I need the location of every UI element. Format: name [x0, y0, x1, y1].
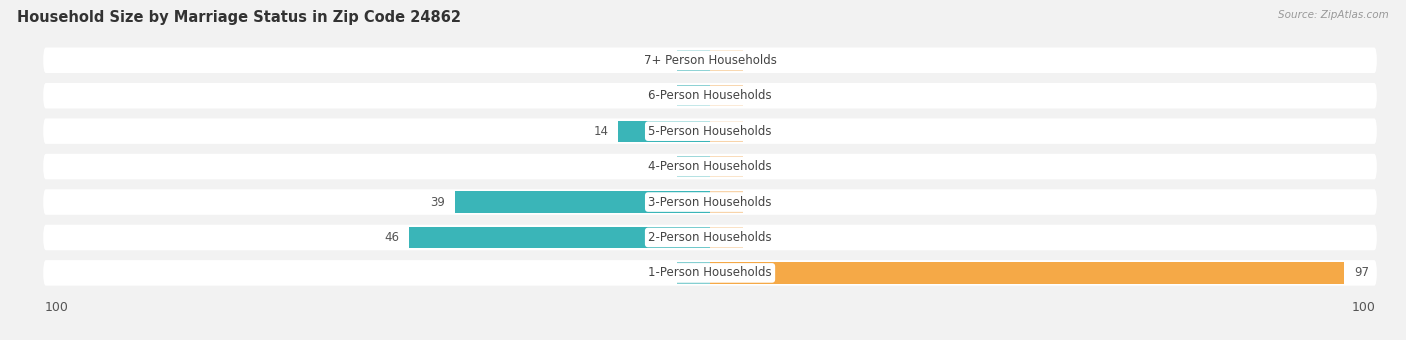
Text: 46: 46 — [384, 231, 399, 244]
Text: 0: 0 — [752, 231, 759, 244]
Text: 2-Person Households: 2-Person Households — [648, 231, 772, 244]
Bar — [710, 191, 742, 212]
FancyBboxPatch shape — [44, 48, 1376, 73]
Text: 39: 39 — [430, 195, 446, 208]
FancyBboxPatch shape — [44, 260, 1376, 286]
FancyBboxPatch shape — [44, 154, 1376, 180]
Text: 5-Person Households: 5-Person Households — [648, 125, 772, 138]
Text: 0: 0 — [661, 267, 668, 279]
Text: Household Size by Marriage Status in Zip Code 24862: Household Size by Marriage Status in Zip… — [17, 10, 461, 25]
Bar — [678, 85, 710, 106]
Text: 0: 0 — [661, 54, 668, 67]
Text: 0: 0 — [752, 89, 759, 102]
Bar — [619, 121, 710, 142]
Text: 0: 0 — [752, 195, 759, 208]
Bar — [456, 191, 710, 212]
Bar — [710, 227, 742, 248]
Text: 0: 0 — [752, 54, 759, 67]
Text: 0: 0 — [752, 160, 759, 173]
Bar — [409, 227, 710, 248]
Bar — [710, 262, 1344, 284]
FancyBboxPatch shape — [44, 118, 1376, 144]
Bar — [678, 50, 710, 71]
Bar — [710, 121, 742, 142]
Text: 1-Person Households: 1-Person Households — [648, 267, 772, 279]
Text: 4-Person Households: 4-Person Households — [648, 160, 772, 173]
Text: 0: 0 — [752, 125, 759, 138]
Bar — [710, 85, 742, 106]
Bar — [710, 156, 742, 177]
Text: 7+ Person Households: 7+ Person Households — [644, 54, 776, 67]
Bar — [678, 156, 710, 177]
Text: 6-Person Households: 6-Person Households — [648, 89, 772, 102]
Bar — [678, 262, 710, 284]
Text: 0: 0 — [661, 89, 668, 102]
Text: 3-Person Households: 3-Person Households — [648, 195, 772, 208]
FancyBboxPatch shape — [44, 83, 1376, 108]
FancyBboxPatch shape — [44, 225, 1376, 250]
FancyBboxPatch shape — [44, 189, 1376, 215]
Text: 0: 0 — [661, 160, 668, 173]
Text: 14: 14 — [593, 125, 609, 138]
Bar — [710, 50, 742, 71]
Text: 97: 97 — [1354, 267, 1369, 279]
Text: Source: ZipAtlas.com: Source: ZipAtlas.com — [1278, 10, 1389, 20]
